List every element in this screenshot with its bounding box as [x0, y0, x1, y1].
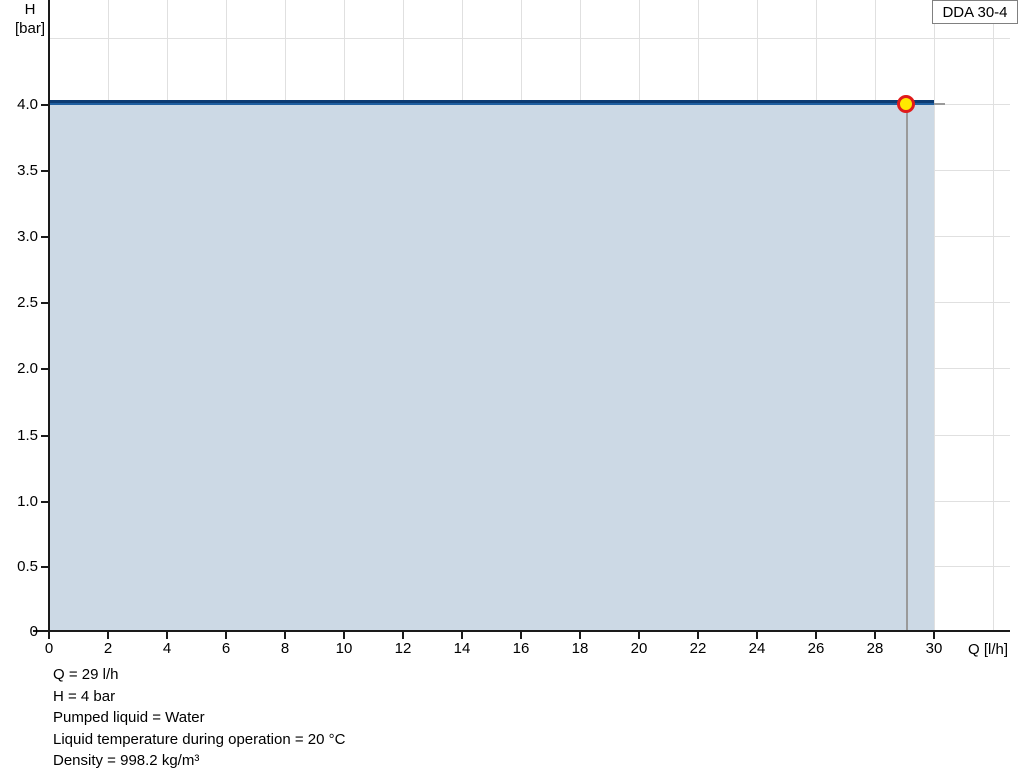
x-axis-tick-label: 0 — [44, 640, 54, 657]
pump-type-label: DDA 30-4 — [942, 3, 1008, 21]
gridline-vertical — [934, 0, 935, 631]
y-axis-tick-label: 1.0 — [17, 493, 38, 510]
performance-curve-highlight — [49, 103, 934, 105]
y-axis-tick-label: 2.5 — [17, 294, 38, 311]
x-axis-tick-label: 30 — [925, 640, 943, 657]
x-axis-tick — [48, 630, 50, 639]
x-axis-tick-label: 2 — [103, 640, 113, 657]
y-axis-tick-label: 2.0 — [17, 360, 38, 377]
x-axis-tick — [166, 630, 168, 639]
x-axis-tick-label: 26 — [807, 640, 825, 657]
x-axis-tick-label: 6 — [221, 640, 231, 657]
x-axis-tick-label: 12 — [394, 640, 412, 657]
x-axis-tick-label: 18 — [571, 640, 589, 657]
x-axis-tick — [697, 630, 699, 639]
y-axis-tick — [41, 368, 50, 370]
y-axis-tick-label: 1.5 — [17, 427, 38, 444]
x-axis-tick — [638, 630, 640, 639]
operating-conditions-notes: Q = 29 l/h H = 4 bar Pumped liquid = Wat… — [53, 664, 345, 772]
y-axis-tick — [41, 630, 50, 632]
performance-curve — [49, 100, 934, 104]
duty-point-vertical-guide — [906, 103, 908, 631]
x-axis-title: Q [l/h] — [968, 641, 1009, 658]
note-flow: Q = 29 l/h — [53, 666, 119, 683]
x-axis-tick — [520, 630, 522, 639]
x-axis-tick-label: 22 — [689, 640, 707, 657]
y-axis-tick — [41, 104, 50, 106]
y-axis-title: H [bar] — [8, 0, 52, 38]
duty-point-marker[interactable] — [897, 95, 915, 113]
note-head: H = 4 bar — [53, 687, 116, 705]
x-axis-tick — [874, 630, 876, 639]
curve-area-fill — [49, 104, 934, 631]
x-axis-tick — [933, 630, 935, 639]
x-axis-tick-label: 16 — [512, 640, 530, 657]
x-axis-tick — [402, 630, 404, 639]
y-axis-line — [48, 0, 50, 633]
y-axis-tick — [41, 236, 50, 238]
x-axis-tick-label: 4 — [162, 640, 172, 657]
gridline-horizontal — [49, 38, 1010, 39]
x-axis-tick-label: 10 — [335, 640, 353, 657]
y-axis-tick — [41, 435, 50, 437]
y-axis-tick-label: 3.5 — [17, 162, 38, 179]
x-axis-tick-label: 14 — [453, 640, 471, 657]
x-axis-tick — [815, 630, 817, 639]
x-axis-tick — [343, 630, 345, 639]
x-axis-tick — [225, 630, 227, 639]
x-axis-tick-label: 24 — [748, 640, 766, 657]
y-axis-title-unit: [bar] — [14, 20, 45, 37]
x-axis-tick-label: 8 — [280, 640, 290, 657]
y-axis-tick-label: 4.0 — [17, 96, 38, 113]
y-axis-tick-label: 0 — [29, 623, 38, 640]
gridline-vertical — [993, 0, 994, 631]
note-pumped-liquid: Pumped liquid = Water — [53, 709, 205, 726]
y-axis-title-symbol: H — [24, 1, 36, 18]
x-axis-tick — [579, 630, 581, 639]
x-axis-tick-label: 20 — [630, 640, 648, 657]
x-axis-tick-label: 28 — [866, 640, 884, 657]
y-axis-tick-label: 3.0 — [17, 228, 38, 245]
note-liquid-temperature: Liquid temperature during operation = 20… — [53, 730, 346, 748]
x-axis-tick — [461, 630, 463, 639]
y-axis-tick — [41, 170, 50, 172]
x-axis-tick — [284, 630, 286, 639]
plot-area — [49, 0, 1010, 631]
pump-type-badge: DDA 30-4 — [932, 0, 1018, 24]
y-axis-tick-label: 0.5 — [17, 558, 38, 575]
x-axis-tick — [756, 630, 758, 639]
x-axis-tick — [107, 630, 109, 639]
note-density: Density = 998.2 kg/m³ — [53, 752, 200, 769]
y-axis-tick — [41, 566, 50, 568]
y-axis-tick — [41, 501, 50, 503]
y-axis-tick — [41, 302, 50, 304]
